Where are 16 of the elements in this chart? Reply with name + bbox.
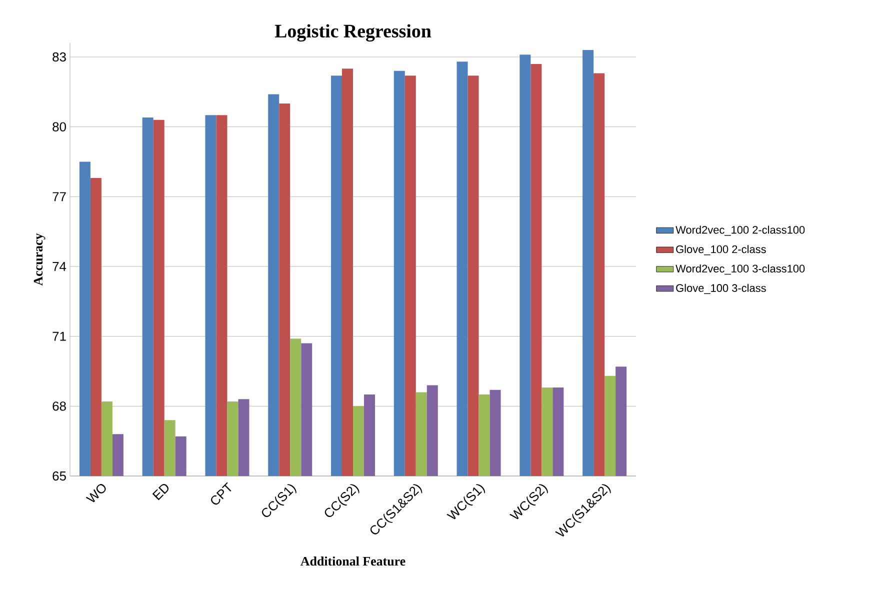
y-tick-label: 65 — [52, 471, 66, 481]
y-tick-label: 68 — [52, 402, 66, 411]
legend-label: Word2vec_100 3-class100 — [676, 264, 805, 275]
y-tick-label: 83 — [52, 52, 66, 62]
legend-label: Glove_100 3-class — [676, 284, 766, 294]
y-tick-label: 77 — [52, 192, 66, 202]
y-axis-title: Accuracy — [34, 233, 46, 286]
x-axis-title: Additional Feature — [300, 556, 406, 566]
legend-label: Glove_100 2-class — [676, 245, 766, 256]
legend-label: Word2vec_100 2-class100 — [676, 226, 805, 236]
y-tick-label: 80 — [52, 122, 66, 132]
x-tick-label: WO — [86, 484, 106, 502]
chart-title: Logistic Regression — [274, 24, 432, 42]
x-tick-label: ED — [152, 484, 168, 500]
y-tick-label: 71 — [52, 332, 66, 341]
y-tick-label: 74 — [52, 262, 66, 271]
